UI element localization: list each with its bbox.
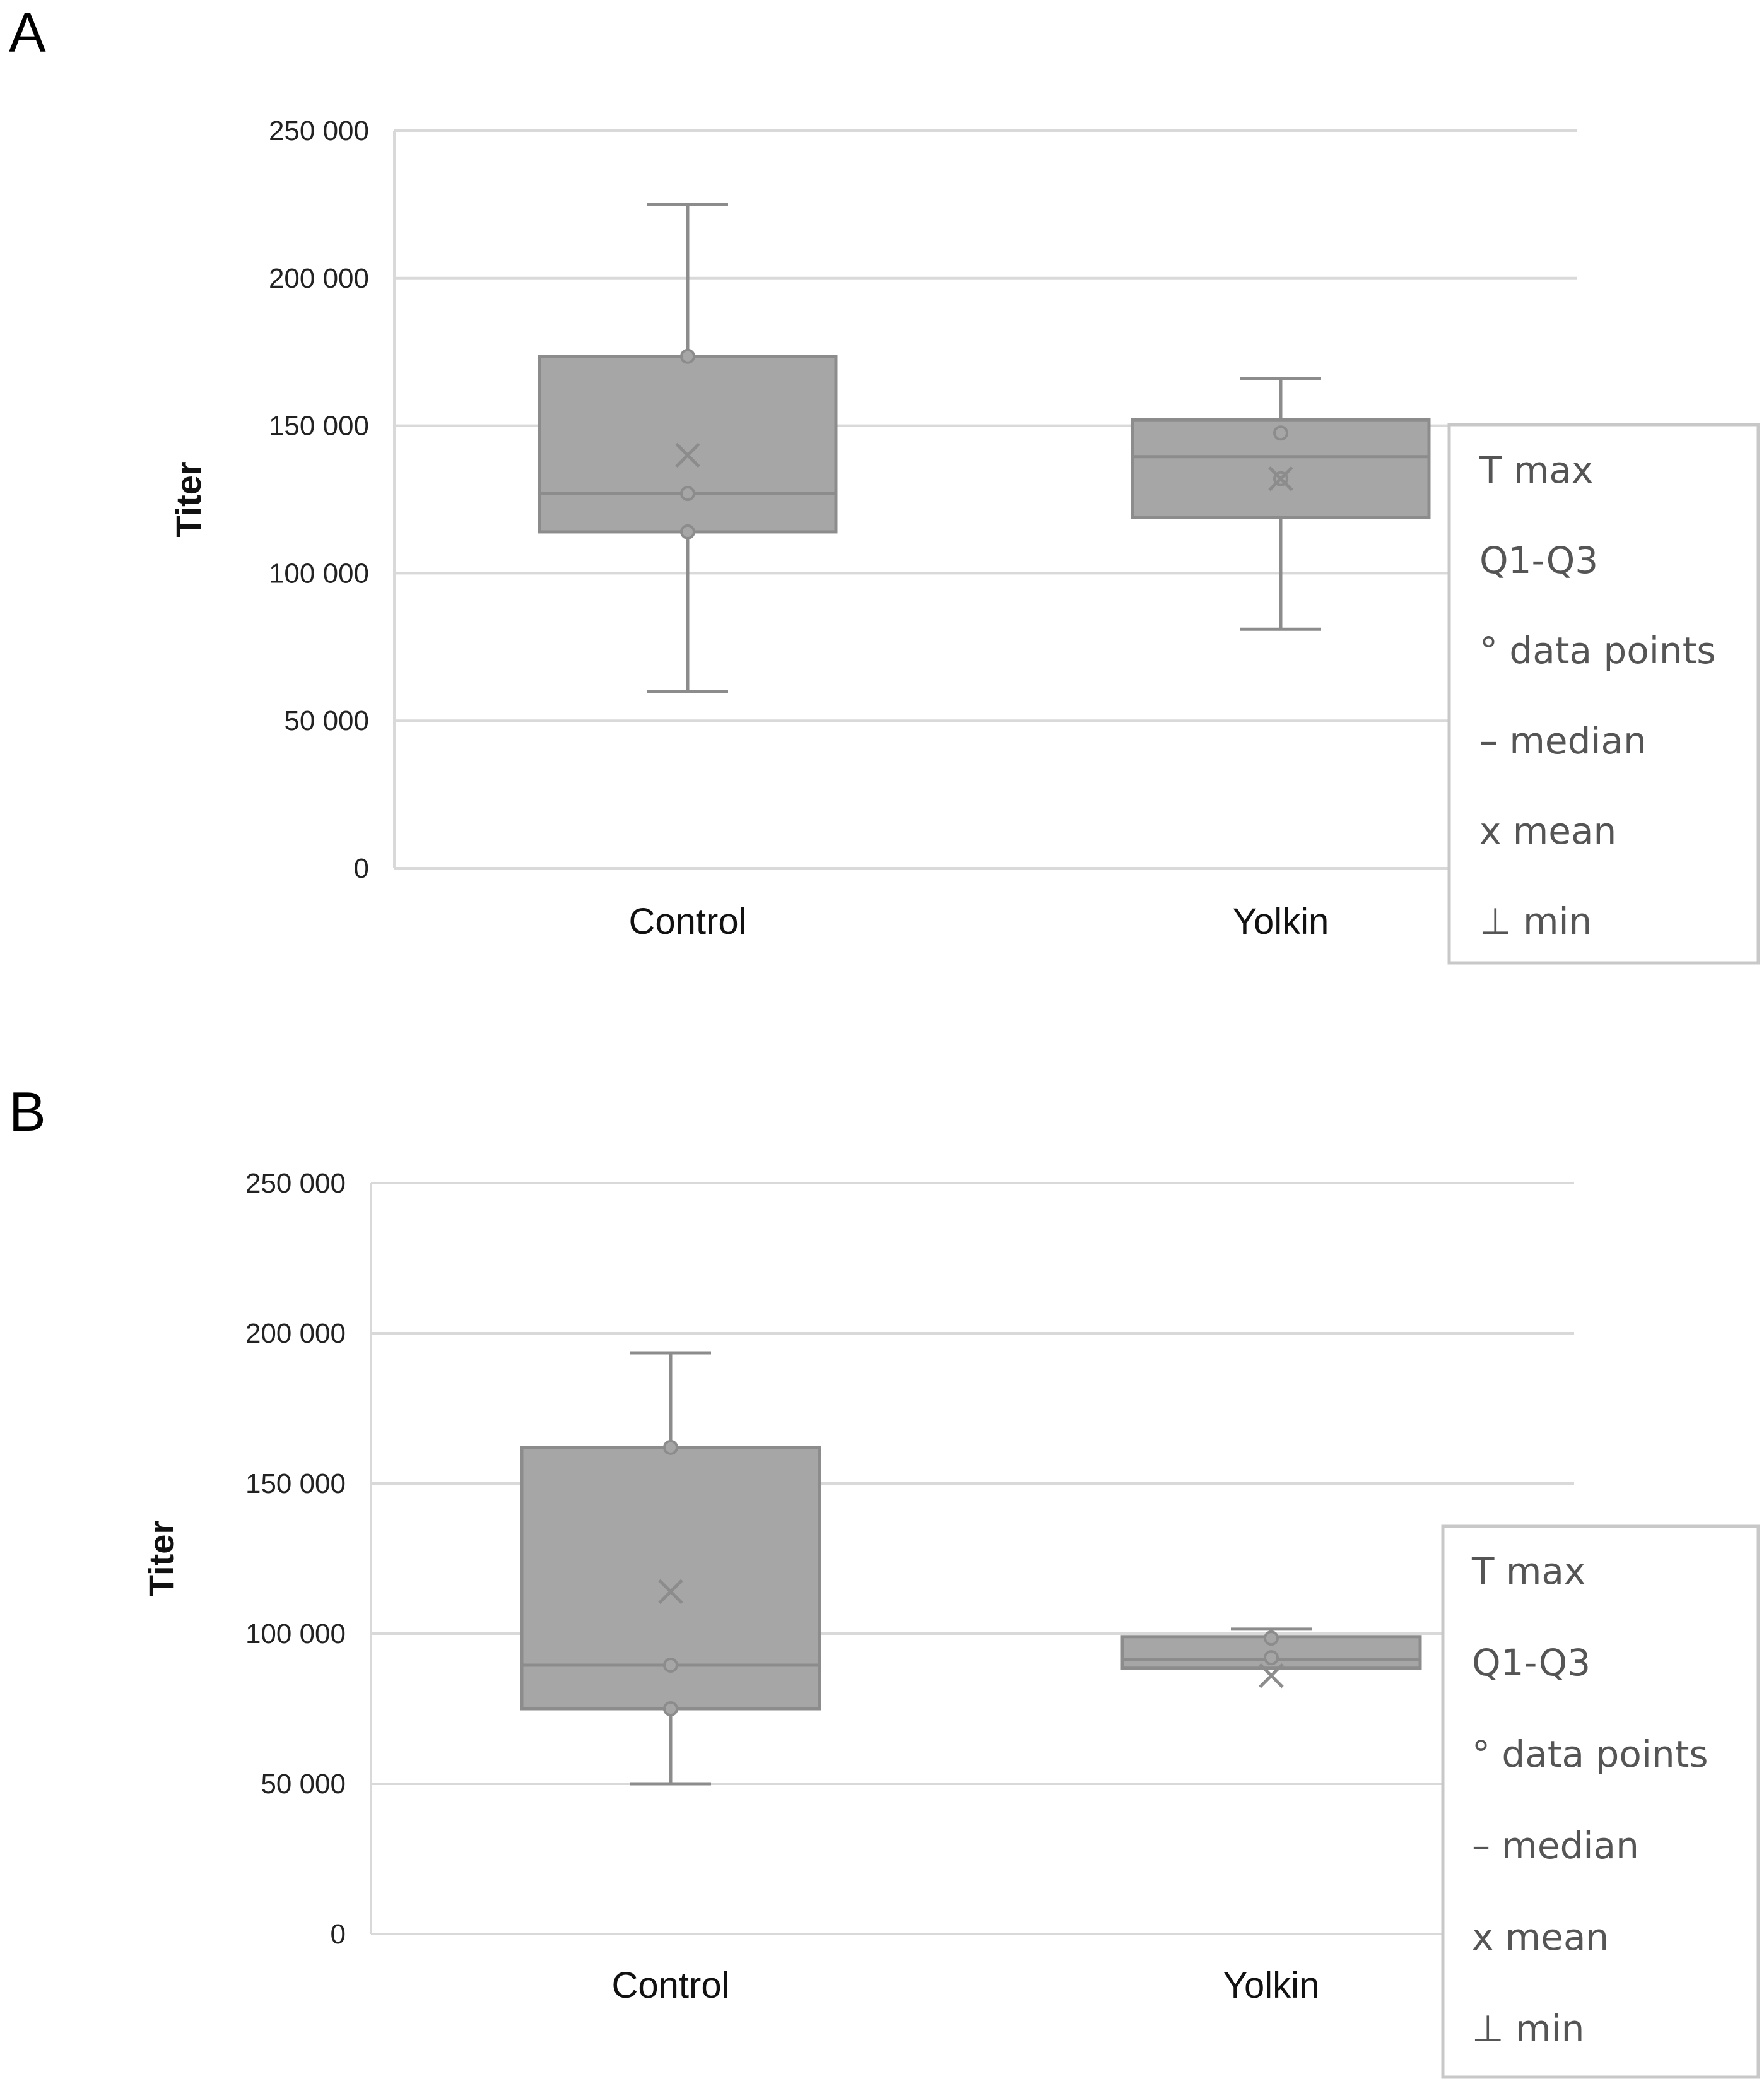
x-category-label: Yolkin [1233, 901, 1329, 942]
data-point [680, 524, 695, 539]
y-tick-label: 0 [331, 1919, 346, 1950]
mean-marker-stroke [1259, 1663, 1284, 1689]
panel-letter-b: B [9, 1080, 46, 1143]
data-point [1264, 1650, 1279, 1666]
y-tick-label: 200 000 [245, 1318, 346, 1349]
y-axis-label: Titer [168, 461, 208, 537]
y-tick-label: 100 000 [269, 558, 369, 589]
legend-item: T max [1471, 1550, 1585, 1593]
mean-marker-stroke [1268, 466, 1293, 492]
chart-b: 0 50 000 100 000 150 000 200 000 250 000 Titer… [141, 1168, 1760, 2079]
y-tick-label: 50 000 [261, 1769, 346, 1800]
y-axis-label: Titer [141, 1521, 181, 1596]
legend-box [1447, 423, 1760, 965]
data-point [1264, 1630, 1279, 1646]
legend-item: T max [1479, 449, 1593, 492]
legend-item: x mean [1479, 810, 1616, 852]
y-tick-label: 200 000 [269, 263, 369, 294]
legend-item: – median [1479, 719, 1647, 762]
mean-marker [675, 442, 700, 468]
y-tick-label: 50 000 [284, 705, 369, 736]
legend-item: – median [1472, 1824, 1639, 1867]
data-point [680, 348, 695, 364]
legend-item: Q1-Q3 [1472, 1641, 1591, 1684]
y-tick-label: 0 [354, 853, 369, 884]
y-tick-label: 250 000 [245, 1168, 346, 1199]
iqr-box [1131, 418, 1431, 519]
mean-marker [1259, 1663, 1284, 1689]
data-point [663, 1439, 678, 1455]
y-tick-label: 100 000 [245, 1618, 346, 1649]
mean-marker [1268, 466, 1293, 492]
y-tick-label: 250 000 [269, 115, 369, 146]
legend-item: ° data points [1472, 1733, 1708, 1776]
legend-item: Q1-Q3 [1479, 539, 1598, 582]
data-point [663, 1701, 678, 1716]
legend-item: x mean [1472, 1916, 1609, 1959]
legend-item: ⊥ min [1479, 900, 1592, 943]
chart-a: 0 50 000 100 000 150 000 200 000 250 000 Titer… [168, 115, 1760, 965]
mean-marker-stroke [675, 442, 700, 468]
data-point [1273, 425, 1288, 441]
y-tick-label: 150 000 [245, 1468, 346, 1499]
legend: T max Q1-Q3 ° data points – median x mean ⊥ m… [1441, 1524, 1760, 2079]
x-category-label: Yolkin [1223, 1965, 1320, 2006]
x-category-label: Control [629, 901, 747, 942]
legend-item: ⊥ min [1472, 2007, 1584, 2050]
data-point [663, 1657, 678, 1673]
mean-marker [658, 1579, 683, 1605]
y-tick-label: 150 000 [269, 411, 369, 442]
x-category-label: Control [612, 1965, 730, 2006]
legend-item: ° data points [1479, 629, 1716, 672]
legend-box [1441, 1524, 1760, 2079]
panel-letter-a: A [9, 1, 46, 64]
legend: T max Q1-Q3 ° data points – median x mean ⊥ m… [1447, 423, 1760, 965]
data-point [680, 486, 695, 502]
mean-marker-stroke [658, 1579, 683, 1605]
iqr-box [538, 355, 838, 534]
